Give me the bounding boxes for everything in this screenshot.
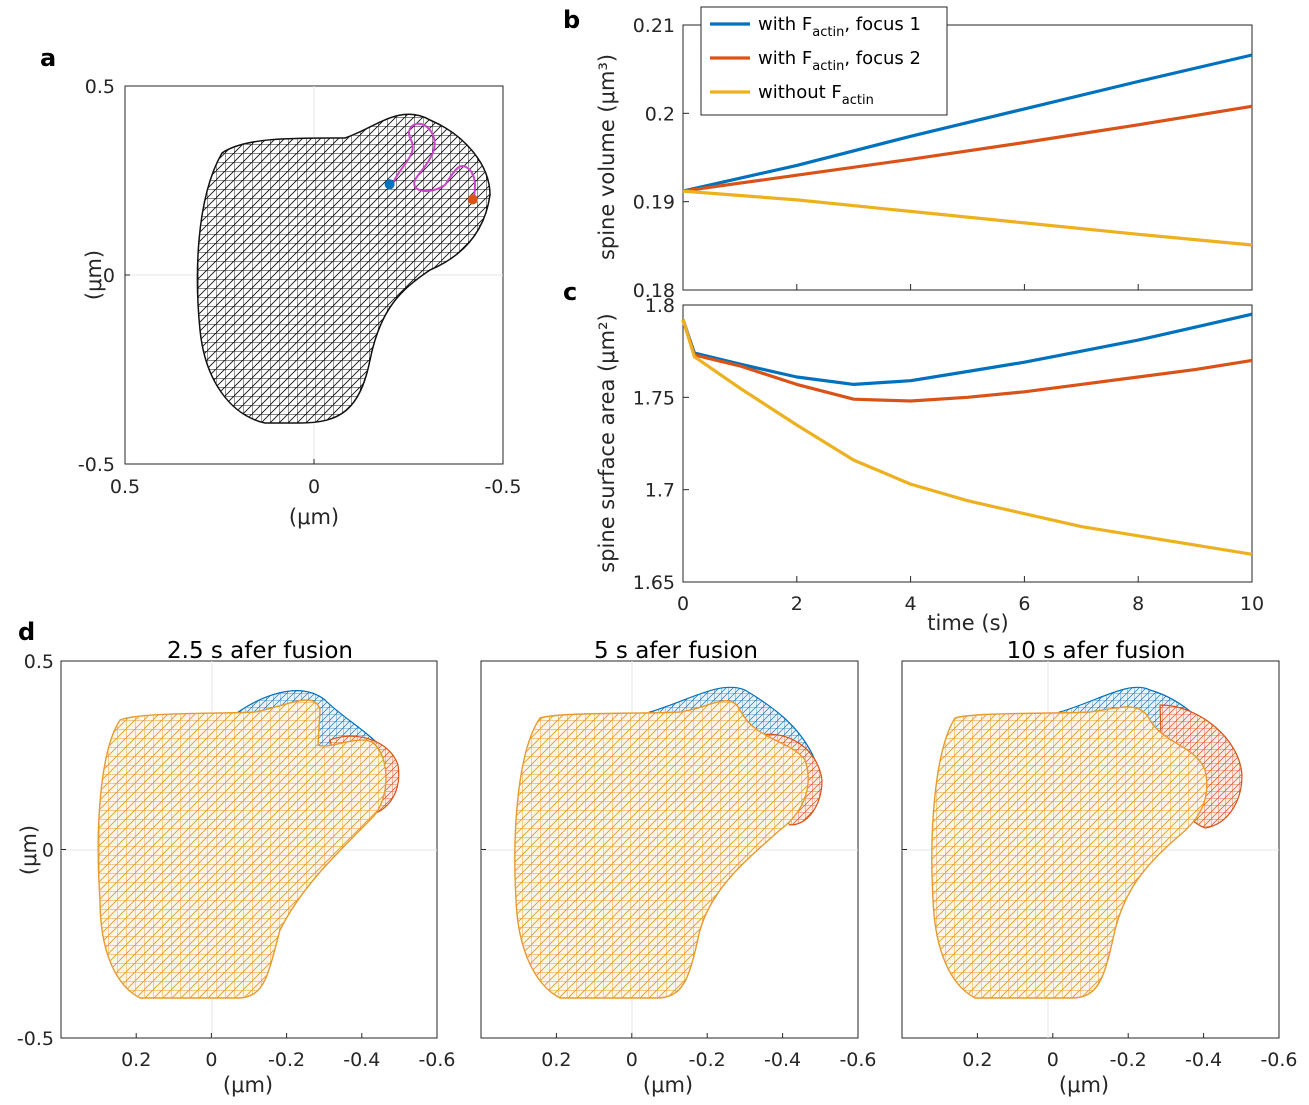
panel-c-xlabel: time (s) — [927, 611, 1008, 635]
panel-d-title-3: 10 s afer fusion — [1007, 638, 1186, 664]
panel-a: a 0.5 0 -0.50.50-0.5 (μm) (μm) — [40, 44, 522, 529]
panel-d-title-1: 2.5 s afer fusion — [167, 638, 353, 664]
panel-c-ytick-label: 1.8 — [645, 295, 675, 317]
panel-c-ytick-label: 1.65 — [633, 572, 675, 594]
panel-d-xlabel-2: (μm) — [643, 1073, 693, 1097]
panel-label-c: c — [563, 278, 577, 306]
panel-d-ytick-label: -0.5 — [17, 1028, 54, 1050]
spine-mesh — [196, 113, 491, 424]
mesh-without-3 — [931, 706, 1208, 999]
panel-c-series-line — [681, 319, 1253, 403]
panel-d-ylabel: (μm) — [17, 825, 41, 875]
panel-c-series-line — [681, 312, 1253, 386]
panel-d-xtick-label: -0.2 — [689, 1049, 726, 1071]
panel-c-xtick-label: 10 — [1240, 593, 1264, 615]
panel-b: b 0.18 0.19 0.2 0.21 spine volume (μm³) wit… — [563, 6, 1253, 302]
actin-path — [391, 122, 476, 201]
legend-label: without Factin — [758, 82, 874, 108]
panel-d-subplot-2: 5 s afer fusion (μm) 0.2 0 -0.2 -0.4 -0.6 — [480, 638, 877, 1097]
panel-a-ytick-label: 0.5 — [85, 76, 115, 98]
panel-b-ytick-label: 0.19 — [633, 192, 675, 214]
panel-d-ytick-label: 0.5 — [24, 651, 54, 673]
panel-d-subplot-3: 10 s afer fusion (μm) 0.2 0 -0.2 -0.4 -0.6 — [901, 638, 1298, 1097]
panel-d-ytick-label: 0 — [42, 840, 54, 862]
panel-c-xtick-label: 8 — [1132, 593, 1144, 615]
panel-d: d 2.5 s afer fusion (μm) (μm) 0.2 0 -0.2 -0… — [17, 618, 1298, 1097]
panel-d-xtick-label: 0 — [1047, 1049, 1059, 1071]
panel-a-xlabel: (μm) — [289, 505, 339, 529]
panel-b-ytick-label: 0.2 — [645, 103, 675, 125]
panel-c-xtick-label: 2 — [791, 593, 803, 615]
panel-a-xtick-label: -0.5 — [484, 476, 521, 498]
panel-d-xtick-label: -0.2 — [268, 1049, 305, 1071]
panel-d-xtick-label: -0.2 — [1110, 1049, 1147, 1071]
panel-c-ytick-label: 1.75 — [633, 387, 675, 409]
panel-d-xtick-label: -0.6 — [839, 1049, 876, 1071]
panel-b-ylabel: spine volume (μm³) — [595, 54, 619, 260]
panel-c-axes — [682, 304, 1253, 583]
panel-d-xtick-label: 0.2 — [962, 1049, 992, 1071]
panel-c-ytick-label: 1.7 — [645, 480, 675, 502]
panel-d-xlabel-3: (μm) — [1059, 1073, 1109, 1097]
panel-d-xtick-label: -0.6 — [418, 1049, 455, 1071]
panel-d-xtick-label: 0 — [205, 1049, 217, 1071]
panel-a-ytick-label: 0 — [103, 265, 115, 287]
panel-label-b: b — [563, 6, 580, 34]
panel-d-xtick-label: -0.4 — [764, 1049, 801, 1071]
panel-c: c 0 2 4 6 8 10 1.65 1.7 1.75 1.8 time (s) spine s… — [563, 278, 1264, 635]
panel-d-xtick-label: -0.4 — [343, 1049, 380, 1071]
panel-b-series-line — [682, 53, 1253, 193]
legend: with Factin, focus 1 with Factin, focus 2… — [700, 6, 948, 116]
mesh-without-1 — [97, 699, 387, 999]
panel-label-d: d — [18, 618, 35, 646]
panel-d-xtick-label: -0.6 — [1260, 1049, 1297, 1071]
panel-a-xtick-label: 0 — [308, 476, 320, 498]
panel-d-title-2: 5 s afer fusion — [594, 638, 758, 664]
panel-b-series-line — [682, 189, 1253, 247]
legend-label: with Factin, focus 2 — [758, 48, 921, 74]
panel-d-xtick-label: -0.4 — [1185, 1049, 1222, 1071]
legend-label: with Factin, focus 1 — [758, 14, 921, 40]
panel-d-xtick-label: 0.2 — [121, 1049, 151, 1071]
panel-a-xtick-label: 0.5 — [110, 476, 140, 498]
panel-a-ytick-label: -0.5 — [78, 454, 115, 476]
panel-d-xtick-label: 0.2 — [541, 1049, 571, 1071]
panel-b-ytick-label: 0.18 — [633, 280, 675, 302]
panel-label-a: a — [40, 44, 56, 72]
panel-c-xtick-label: 4 — [905, 593, 917, 615]
marker-point — [467, 194, 478, 205]
panel-d-xlabel-1: (μm) — [223, 1073, 273, 1097]
panel-b-series-line — [682, 104, 1253, 193]
marker-point — [384, 179, 395, 190]
panel-c-xtick-label: 6 — [1018, 593, 1030, 615]
panel-c-xtick-label: 0 — [677, 593, 689, 615]
panel-d-xtick-label: 0 — [626, 1049, 638, 1071]
panel-d-subplot-1: 2.5 s afer fusion (μm) (μm) 0.2 0 -0.2 -0.4… — [17, 638, 456, 1097]
panel-c-ylabel: spine surface area (μm²) — [595, 313, 619, 572]
mesh-without-2 — [514, 700, 809, 999]
panel-a-ylabel: (μm) — [82, 250, 106, 300]
panel-b-ytick-label: 0.21 — [633, 15, 675, 37]
panel-c-series-line — [681, 319, 1253, 556]
